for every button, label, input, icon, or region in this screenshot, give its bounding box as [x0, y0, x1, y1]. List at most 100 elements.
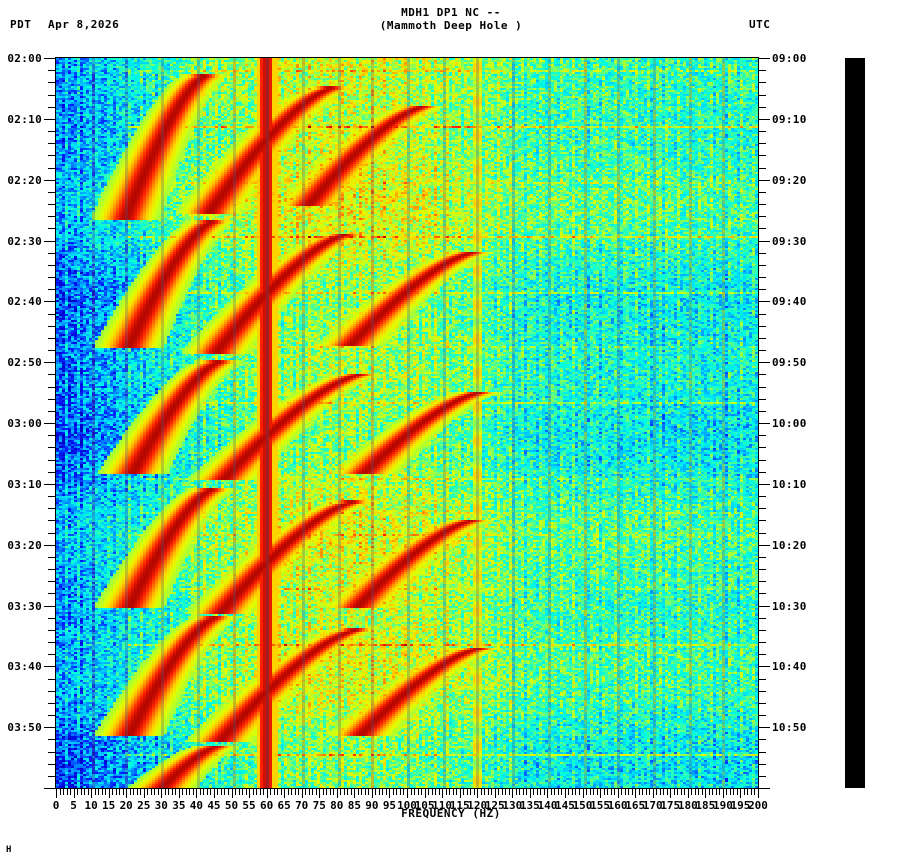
time-tick-left [48, 739, 55, 740]
frequency-tick [305, 789, 306, 795]
frequency-tick [196, 789, 197, 798]
frequency-tick [547, 789, 548, 798]
frequency-tick [140, 789, 141, 795]
frequency-tick [572, 789, 573, 795]
frequency-tick [646, 789, 647, 795]
time-tick-right [759, 654, 766, 655]
frequency-tick-label: 75 [312, 799, 326, 812]
time-tick-right [759, 606, 770, 607]
time-tick-left [48, 168, 55, 169]
spectrogram-image [56, 58, 758, 788]
time-tick-left [48, 618, 55, 619]
spectrogram-canvas [56, 58, 758, 788]
time-tick-right [759, 399, 766, 400]
frequency-tick [611, 789, 612, 795]
time-tick-label-left: 03:30 [7, 599, 42, 613]
frequency-tick [319, 789, 320, 798]
frequency-tick [467, 789, 468, 795]
time-tick-right [759, 374, 766, 375]
time-tick-label-right: 10:10 [772, 477, 807, 491]
frequency-tick [102, 789, 103, 795]
time-tick-right [759, 387, 766, 388]
frequency-tick-label: 90 [365, 799, 379, 812]
frequency-tick-label: 5 [70, 799, 77, 812]
frequency-tick [495, 789, 496, 798]
frequency-tick [123, 789, 124, 795]
frequency-tick [330, 789, 331, 795]
time-tick-left [48, 508, 55, 509]
frequency-tick [333, 789, 334, 795]
frequency-tick [116, 789, 117, 795]
frequency-tick [565, 789, 566, 798]
frequency-tick [460, 789, 461, 798]
frequency-tick [754, 789, 755, 795]
time-tick-left [48, 691, 55, 692]
frequency-tick [389, 789, 390, 798]
time-tick-label-right: 10:30 [772, 599, 807, 613]
frequency-tick [119, 789, 120, 795]
time-tick-label-right: 10:40 [772, 660, 807, 674]
time-tick-left [48, 289, 55, 290]
frequency-tick [260, 789, 261, 795]
frequency-tick [217, 789, 218, 795]
frequency-tick-label: 115 [449, 799, 470, 812]
frequency-tick [288, 789, 289, 795]
frequency-tick [526, 789, 527, 795]
frequency-tick [540, 789, 541, 795]
frequency-tick [396, 789, 397, 795]
frequency-tick [179, 789, 180, 798]
frequency-tick [172, 789, 173, 795]
frequency-tick-label: 165 [625, 799, 646, 812]
time-tick-right [759, 764, 766, 765]
frequency-tick-label: 60 [259, 799, 274, 812]
frequency-tick [583, 789, 584, 798]
time-tick-label-left: 02:00 [7, 52, 42, 65]
frequency-tick [568, 789, 569, 795]
frequency-tick [414, 789, 415, 795]
time-tick-right [759, 338, 766, 339]
frequency-tick [386, 789, 387, 795]
time-tick-label-left: 02:10 [7, 112, 42, 126]
time-tick-left [48, 435, 55, 436]
frequency-tick [558, 789, 559, 795]
frequency-tick [586, 789, 587, 795]
corner-mark: H [6, 845, 12, 855]
frequency-tick [561, 789, 562, 795]
frequency-tick [298, 789, 299, 795]
time-tick-right [759, 752, 766, 753]
spectrogram-plot-area [56, 58, 758, 788]
time-tick-right [759, 70, 766, 71]
frequency-tick [691, 789, 692, 795]
frequency-tick [484, 789, 485, 795]
frequency-tick-label: 140 [537, 799, 558, 812]
frequency-tick [256, 789, 257, 795]
time-tick-left [44, 788, 55, 789]
time-tick-label-right: 09:00 [772, 52, 807, 65]
frequency-tick [372, 789, 373, 798]
time-tick-right [759, 472, 766, 473]
time-tick-left [44, 666, 55, 667]
time-tick-label-right: 10:50 [772, 721, 807, 735]
frequency-tick [403, 789, 404, 795]
time-tick-left [44, 727, 55, 728]
frequency-tick [84, 789, 85, 795]
frequency-axis-title: FREQUENCY (HZ) [401, 807, 501, 820]
time-tick-right [759, 460, 766, 461]
frequency-tick [474, 789, 475, 795]
time-tick-left [48, 569, 55, 570]
frequency-tick [358, 789, 359, 795]
time-tick-label-left: 03:20 [7, 538, 42, 552]
frequency-tick [407, 789, 408, 798]
frequency-tick [681, 789, 682, 795]
frequency-tick [442, 789, 443, 798]
time-tick-left [48, 399, 55, 400]
frequency-tick [670, 789, 671, 798]
time-tick-right [759, 484, 770, 485]
frequency-tick [519, 789, 520, 795]
time-tick-left [48, 764, 55, 765]
time-tick-left [44, 545, 55, 546]
time-tick-right [759, 314, 766, 315]
time-tick-right [759, 423, 770, 424]
frequency-tick [579, 789, 580, 795]
frequency-tick [449, 789, 450, 795]
